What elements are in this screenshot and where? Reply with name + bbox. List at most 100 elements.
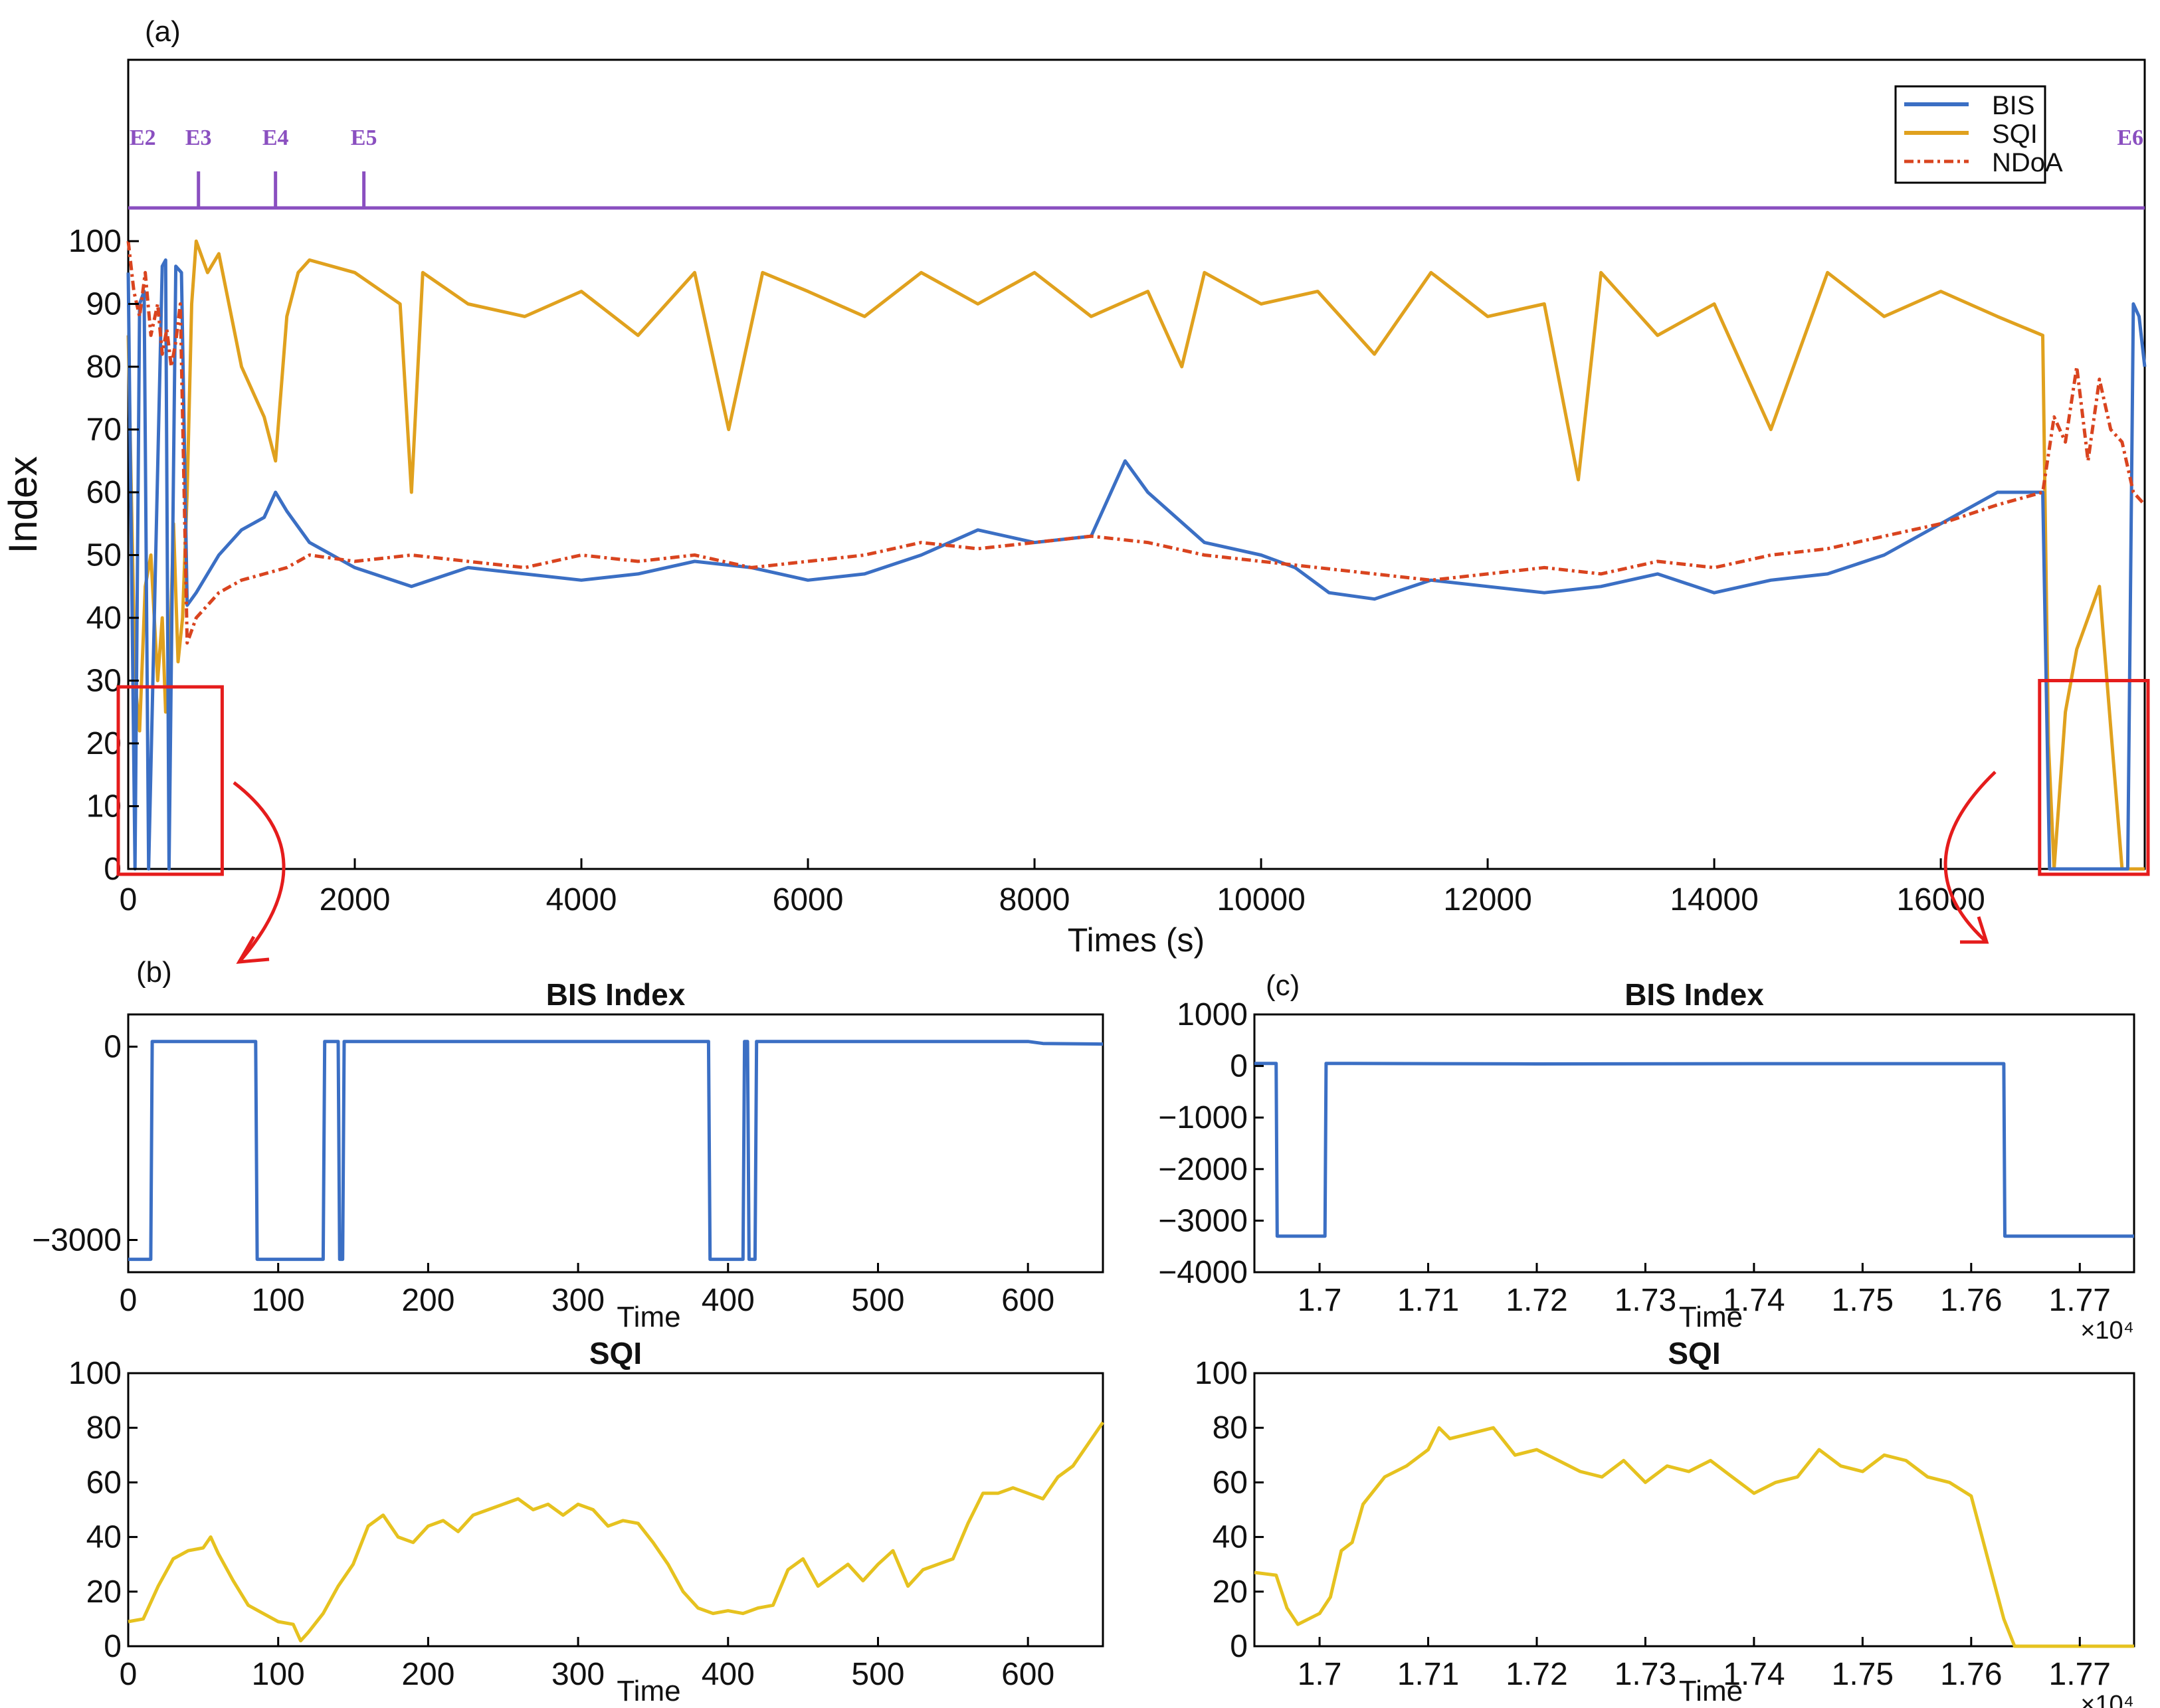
x-tick-label: 300 [551,1283,605,1318]
highlight-boxes [116,679,2150,876]
x-tick-label: 1.71 [1397,1283,1459,1318]
x-tick-label: 1.72 [1506,1657,1567,1692]
arrow-left-head [236,935,270,964]
subplot-x-axis-label: Time [617,1301,680,1333]
panel-b-bis-chart: BIS Index 0 100 200 300 400 500 600 0 −3000 Time [32,977,1104,1333]
subplot-x-axis-label: Time [617,1675,680,1707]
x-tick-label: 12000 [1443,882,1531,917]
x-tick-label: 8000 [999,882,1070,917]
highlight-box [2038,679,2150,876]
y-tick-label: 50 [86,538,122,573]
event-markers: E2 E3 E4 E5 E6 [128,126,2145,210]
y-tick-label: 0 [1230,1629,1248,1664]
series-bis [1254,1062,2134,1238]
x-tick-label: 1.71 [1397,1657,1459,1692]
y-tick-label: −3000 [1158,1203,1248,1238]
y-tick-label: 100 [68,224,122,259]
subplot-x-axis-label: Time [1679,1675,1743,1707]
x-tick-label: 500 [851,1283,904,1318]
subplot-frame [1253,1372,2135,1648]
y-tick-label: 60 [86,1465,122,1500]
arrow-right-zoom [1943,771,1997,943]
y-tick-label: 0 [104,1030,122,1065]
y-tick-label: 40 [86,601,122,636]
x-tick-label: 400 [702,1657,755,1692]
panel-label-b: (b) [136,956,172,989]
x-tick-label: 300 [551,1657,605,1692]
panel-b-sqi-chart: SQI 0 100 200 300 400 500 600 0 20 40 60 80 100 Time [68,1336,1105,1707]
x-tick-label: 1.7 [1298,1657,1342,1692]
x-multiplier: ×10⁴ [2080,1691,2134,1708]
y-tick-label: 90 [86,287,122,322]
y-tick-label: 100 [68,1356,122,1391]
y-tick-label: 10 [86,789,122,824]
legend-label-ndoa: NDoA [1992,148,2063,177]
subplot-title: SQI [589,1336,642,1371]
x-tick-label: 10000 [1217,882,1305,917]
x-tick-label: 600 [1001,1657,1054,1692]
y-tick-label: −3000 [32,1223,122,1258]
subplot-frame [127,1372,1104,1648]
y-tick-label: 20 [1213,1574,1248,1610]
x-tick-label: 0 [120,1657,138,1692]
x-tick-label: 100 [252,1657,305,1692]
x-tick-label: 600 [1001,1283,1054,1318]
x-tick-label: 1.77 [2049,1283,2111,1318]
y-tick-label: −2000 [1158,1152,1248,1187]
x-tick-label: 14000 [1670,882,1758,917]
series-ndoa [126,240,2146,645]
panel-a-chart: E2 E3 E4 E5 E6 0 2000 4000 6000 8000 10000 12000 14… [1,58,2150,959]
event-label: E5 [351,126,377,150]
y-tick-label: 60 [1213,1465,1248,1500]
y-tick-label: 40 [86,1520,122,1555]
panel-c-bis-chart: BIS Index 1.7 1.71 1.72 1.73 1.74 1.75 1.76 1.77… [1158,977,2135,1345]
x-tick-label: 200 [401,1657,454,1692]
x-tick-label: 100 [252,1283,305,1318]
series-bis [126,258,2147,871]
y-tick-label: 60 [86,475,122,510]
x-tick-label: 2000 [320,882,391,917]
panel-a-x-axis-label: Times (s) [1068,921,1205,959]
x-tick-label: 200 [401,1283,454,1318]
x-tick-label: 1.77 [2049,1657,2111,1692]
y-tick-label: −4000 [1158,1255,1248,1290]
x-tick-label: 0 [120,882,138,917]
legend: BIS SQI NDoA [1894,85,2063,184]
subplot-title: BIS Index [1624,977,1764,1012]
y-tick-label: 30 [86,664,122,699]
x-tick-label: 16000 [1896,882,1985,917]
legend-label-sqi: SQI [1992,120,2038,149]
series-bis [128,1040,1104,1262]
x-tick-label: 1.75 [1832,1657,1894,1692]
y-tick-label: 0 [104,1629,122,1664]
subplot-title: SQI [1668,1336,1720,1371]
y-tick-label: 70 [86,413,122,448]
series-sqi [1254,1426,2134,1648]
y-tick-label: 80 [86,1410,122,1446]
subplot-frame [127,1013,1104,1274]
x-tick-label: 4000 [546,882,617,917]
x-tick-label: 1.73 [1615,1657,1676,1692]
panel-label-a: (a) [145,15,181,48]
x-tick-label: 400 [702,1283,755,1318]
x-tick-label: 0 [120,1283,138,1318]
subplot-x-axis-label: Time [1679,1301,1743,1333]
y-tick-label: 40 [1213,1520,1248,1555]
panel-a-series [126,239,2147,871]
subplot-frame [1253,1013,2135,1274]
y-tick-label: 100 [1195,1356,1248,1391]
series-sqi [126,239,2145,871]
x-tick-label: 1.73 [1615,1283,1676,1318]
legend-label-bis: BIS [1992,91,2034,120]
subplot-title: BIS Index [546,977,686,1012]
arrow-right-head [1960,916,1989,944]
x-tick-label: 1.72 [1506,1283,1567,1318]
highlight-box [116,685,224,876]
y-tick-label: −1000 [1158,1100,1248,1135]
x-tick-label: 1.7 [1298,1283,1342,1318]
y-tick-label: 80 [86,349,122,385]
panel-a-y-axis-label: Index [1,456,45,554]
event-label: E6 [2117,126,2143,150]
